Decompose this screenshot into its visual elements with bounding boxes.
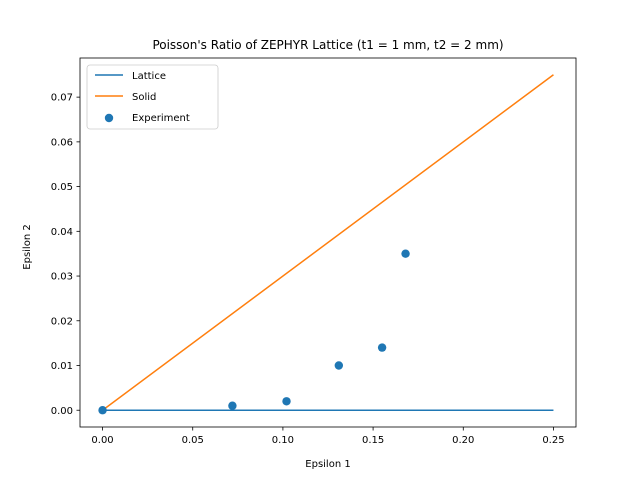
legend-label-solid: Solid [132, 92, 156, 103]
y-tick-label: 0.05 [51, 182, 73, 193]
legend-swatch-experiment [104, 113, 114, 123]
x-tick-label: 0.25 [542, 435, 564, 446]
scatter-point-experiment [334, 361, 344, 370]
legend: Lattice Solid Experiment [86, 64, 219, 130]
scatter-point-experiment [282, 397, 291, 406]
legend-label-lattice: Lattice [132, 71, 166, 82]
y-tick-label: 0.06 [51, 137, 73, 148]
x-tick-label: 0.10 [272, 435, 294, 446]
x-axis-label: Epsilon 1 [305, 459, 350, 470]
y-axis-label: Epsilon 2 [22, 224, 33, 269]
plot-area: 0.00 0.05 0.10 0.15 0.20 0.25 0.00 0.01 0.02 0.03… [51, 57, 577, 446]
y-tick-label: 0.02 [51, 316, 73, 327]
x-tick-label: 0.20 [452, 435, 474, 446]
axes-frame [79, 57, 577, 428]
y-tick-label: 0.07 [51, 93, 73, 104]
y-tick-label: 0.03 [51, 272, 73, 283]
scatter-point-experiment [401, 249, 410, 258]
legend-label-experiment: Experiment [132, 113, 190, 124]
chart-title: Poisson's Ratio of ZEPHYR Lattice (t1 = … [152, 38, 503, 52]
y-tick-label: 0.01 [51, 361, 73, 372]
x-tick-label: 0.15 [362, 435, 384, 446]
x-tick-label: 0.00 [91, 435, 113, 446]
series-line-solid [102, 74, 554, 411]
scatter-point-experiment [98, 406, 107, 415]
scatter-point-experiment [377, 343, 387, 352]
legend-box [86, 64, 219, 130]
y-tick-label: 0.04 [51, 227, 73, 238]
scatter-point-experiment [228, 401, 237, 410]
x-tick-label: 0.05 [182, 435, 204, 446]
y-tick-label: 0.00 [51, 406, 73, 417]
